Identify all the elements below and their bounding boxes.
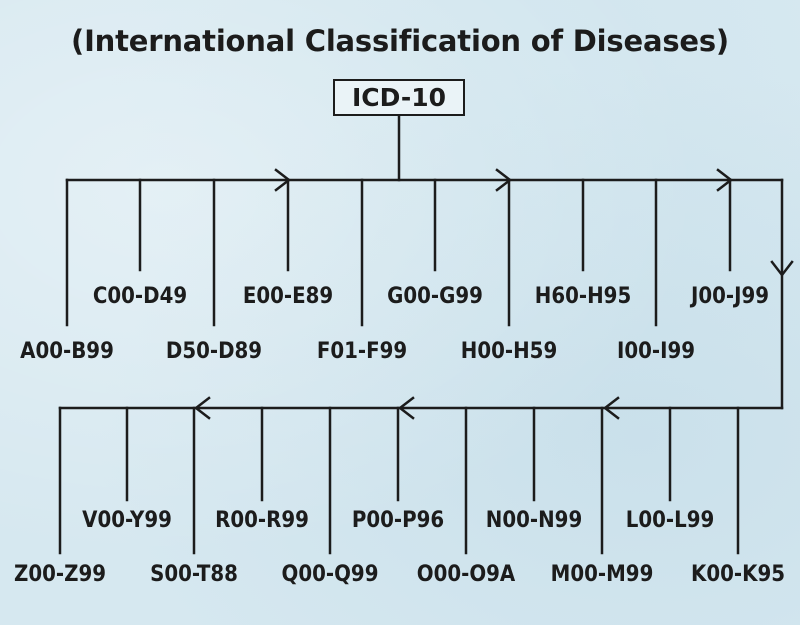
- arrow-left-3: [193, 396, 211, 420]
- chapter-label-h00-h59: H00-H59: [460, 339, 558, 364]
- chapter-label-m00-m99: M00-M99: [550, 562, 654, 587]
- chapter-label-i00-i99: I00-I99: [616, 339, 696, 364]
- chapter-label-s00-t88: S00-T88: [150, 562, 238, 587]
- chapter-label-n00-n99: N00-N99: [485, 508, 583, 533]
- arrow-right-2: [495, 168, 513, 192]
- chapter-label-p00-p96: P00-P96: [351, 508, 445, 533]
- chapter-label-v00-y99: V00-Y99: [82, 508, 172, 533]
- chapter-label-j00-j99: J00-J99: [690, 284, 770, 309]
- chapter-label-g00-g99: G00-G99: [387, 284, 483, 309]
- arrow-left-2: [397, 396, 415, 420]
- chapter-label-d50-d89: D50-D89: [165, 339, 263, 364]
- chapter-label-o00-o9a: O00-O9A: [416, 562, 516, 587]
- chapter-label-c00-d49: C00-D49: [92, 284, 188, 309]
- chapter-label-e00-e89: E00-E89: [242, 284, 334, 309]
- arrow-down: [770, 260, 794, 278]
- arrow-right-3: [716, 168, 734, 192]
- chapter-label-q00-q99: Q00-Q99: [281, 562, 379, 587]
- chapter-label-z00-z99: Z00-Z99: [13, 562, 107, 587]
- chapter-label-k00-k95: K00-K95: [691, 562, 785, 587]
- arrow-left-1: [602, 396, 620, 420]
- chapter-label-l00-l99: L00-L99: [625, 508, 715, 533]
- arrow-right-1: [274, 168, 292, 192]
- chapter-label-a00-b99: A00-B99: [20, 339, 114, 364]
- diagram-title: (International Classification of Disease…: [71, 24, 729, 58]
- chapter-label-r00-r99: R00-R99: [215, 508, 309, 533]
- chapter-label-f01-f99: F01-F99: [316, 339, 408, 364]
- chapter-label-h60-h95: H60-H95: [534, 284, 632, 309]
